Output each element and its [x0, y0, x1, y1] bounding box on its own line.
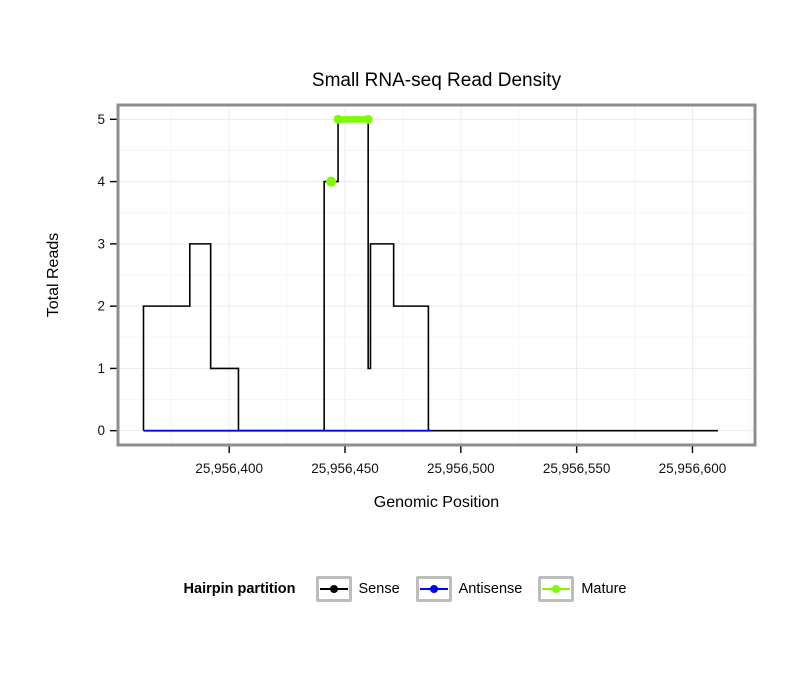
- legend-key-glyph: [542, 585, 571, 593]
- plot-area: 25,956,400 25,956,450 25,956,500 25,956,550…: [97, 103, 757, 476]
- x-tick-label: 25,956,500: [427, 461, 495, 476]
- legend-title: Hairpin partition: [183, 581, 296, 597]
- legend: Hairpin partition Sense Antisense Mature: [0, 576, 810, 602]
- legend-key-dot: [329, 585, 338, 593]
- panel-border: [116, 103, 757, 447]
- y-tick-label: 5: [97, 112, 105, 127]
- legend-item-mature: Mature: [538, 576, 626, 602]
- sense-line-key-icon: [315, 576, 352, 602]
- legend-key-glyph: [419, 585, 448, 593]
- legend-label-antisense: Antisense: [458, 581, 523, 597]
- x-tick-label: 25,956,400: [195, 461, 263, 476]
- y-tick-label: 2: [97, 299, 105, 314]
- legend-key-glyph: [319, 585, 348, 593]
- legend-label-mature: Mature: [581, 581, 627, 597]
- mature-endpoint-dot: [333, 114, 343, 124]
- mature-dot: [326, 176, 337, 187]
- mature-line-key-icon: [538, 576, 575, 602]
- legend-item-antisense: Antisense: [415, 576, 523, 602]
- legend-label-sense: Sense: [358, 581, 400, 597]
- x-axis-title: Genomic Position: [373, 494, 500, 511]
- y-tick-label: 3: [97, 236, 105, 251]
- x-tick-label: 25,956,450: [311, 461, 379, 476]
- mature-endpoint-dot: [363, 114, 373, 124]
- y-tick-label: 0: [97, 423, 105, 438]
- y-tick-label: 4: [97, 174, 105, 189]
- y-axis-title: Total Reads: [45, 232, 62, 318]
- antisense-line-key-icon: [415, 576, 452, 602]
- x-tick-label: 25,956,600: [659, 461, 727, 476]
- y-tick-label: 1: [97, 361, 105, 376]
- chart-title: Small RNA-seq Read Density: [311, 70, 562, 91]
- legend-item-sense: Sense: [315, 576, 400, 602]
- plot-line-sense: [142, 118, 718, 432]
- x-tick-label: 25,956,550: [543, 461, 611, 476]
- legend-key-dot: [429, 585, 438, 593]
- legend-key-dot: [552, 585, 561, 593]
